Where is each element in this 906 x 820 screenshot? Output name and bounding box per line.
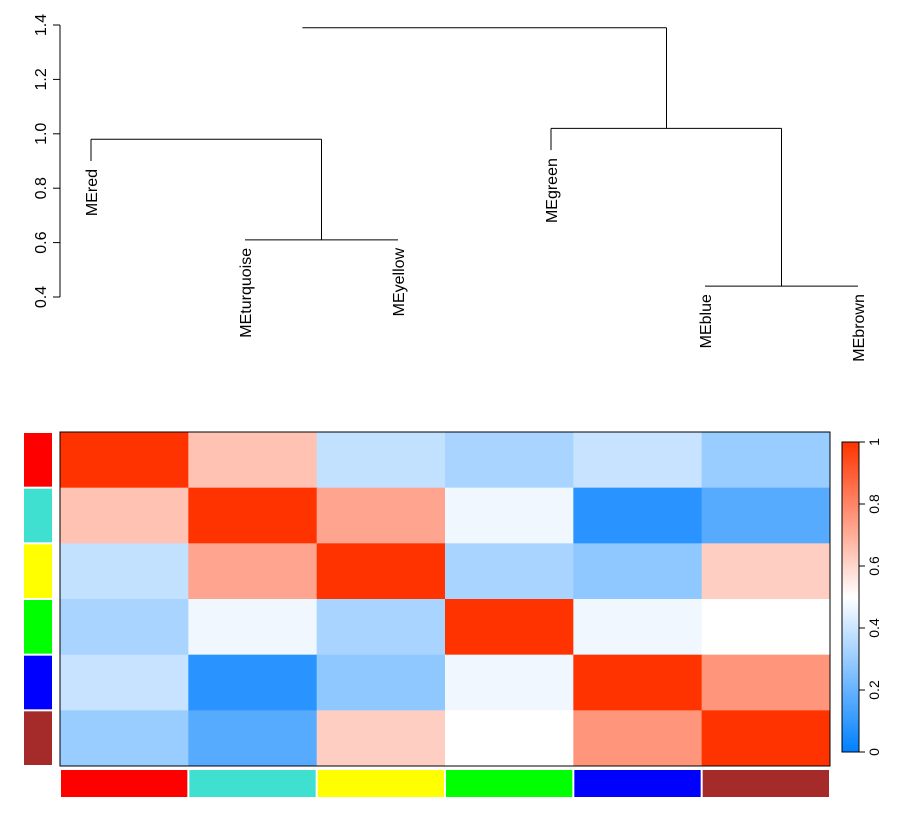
heatmap-cell [701, 654, 831, 711]
heatmap-cell [60, 543, 189, 600]
column-color-bar [702, 770, 829, 797]
heatmap-cell [316, 487, 446, 544]
heatmap-cell [60, 487, 189, 544]
column-color-bar [189, 770, 316, 797]
heatmap-cell [188, 487, 318, 544]
colorbar-tick-label: 0.2 [866, 680, 882, 700]
colorbar-tick-label: 0 [866, 748, 882, 756]
row-color-bar [24, 655, 52, 710]
heatmap-cell [316, 710, 446, 767]
heatmap-cell [316, 543, 446, 600]
heatmap-cell [316, 654, 446, 711]
y-tick-label: 1.0 [33, 123, 50, 145]
row-color-bar [24, 544, 52, 598]
dendrogram: 0.4 0.6 0.8 1.0 1.2 1.4 MEred MEturquoise MEyell… [33, 14, 868, 362]
heatmap-cell [701, 543, 831, 600]
heatmap-cell [445, 599, 574, 656]
heatmap-cell [188, 432, 318, 489]
column-color-bar [61, 770, 188, 797]
eigengene-adjacency-heatmap [24, 431, 831, 797]
heatmap-cell [60, 654, 189, 711]
heatmap-cell [60, 710, 189, 767]
heatmap-cell [701, 710, 831, 767]
heatmap-cell [188, 710, 318, 767]
heatmap-cell [445, 432, 574, 489]
heatmap-cell [316, 432, 446, 489]
colorbar-tick-label: 1 [866, 438, 882, 446]
leaf-label: MEgreen [544, 158, 561, 223]
heatmap-cell [188, 543, 318, 600]
row-color-bar [24, 600, 52, 654]
y-tick-label: 1.4 [33, 14, 50, 36]
heatmap-cell [573, 543, 703, 600]
y-tick-label: 0.4 [33, 286, 50, 308]
column-color-bar [446, 770, 573, 797]
heatmap-cell [701, 599, 831, 656]
y-tick-label: 1.2 [33, 68, 50, 90]
heatmap-cell [573, 487, 703, 544]
heatmap-cell [188, 654, 318, 711]
heatmap-cell [701, 432, 831, 489]
leaf-label: MEblue [698, 294, 715, 348]
heatmap-cell [445, 487, 574, 544]
heatmap-border [59, 431, 831, 767]
row-color-bar [24, 488, 52, 543]
row-color-bar [24, 711, 52, 765]
leaf-label: MEred [84, 169, 101, 216]
leaf-label: MEturquoise [238, 248, 255, 338]
heatmap-cell [701, 487, 831, 544]
column-color-bar [574, 770, 701, 797]
heatmap-cell [445, 710, 574, 767]
heatmap-cell [316, 599, 446, 656]
colorbar: 0 0.2 0.4 0.6 0.8 1 [841, 438, 882, 756]
colorbar-tick-label: 0.4 [866, 618, 882, 638]
leaf-label: MEyellow [391, 247, 408, 316]
leaf-label: MEbrown [851, 294, 868, 362]
heatmap-cell [573, 654, 703, 711]
colorbar-scale [841, 441, 860, 753]
y-tick-label: 0.8 [33, 177, 50, 199]
heatmap-cell [60, 432, 189, 489]
heatmap-cell [445, 654, 574, 711]
heatmap-cell [445, 543, 574, 600]
heatmap-cell [573, 432, 703, 489]
column-color-bar [317, 770, 444, 797]
y-tick-label: 0.6 [33, 231, 50, 253]
colorbar-tick-label: 0.8 [866, 494, 882, 514]
colorbar-tick-label: 0.6 [866, 556, 882, 576]
heatmap-cell [188, 599, 318, 656]
heatmap-cell [573, 599, 703, 656]
heatmap-cell [60, 599, 189, 656]
heatmap-cell [573, 710, 703, 767]
row-color-bar [24, 433, 52, 487]
